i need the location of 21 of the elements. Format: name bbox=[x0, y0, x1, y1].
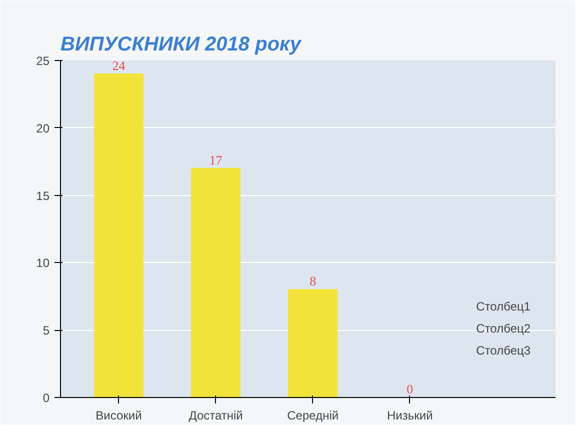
x-tick-label: Високий bbox=[96, 408, 142, 422]
data-label: 8 bbox=[310, 274, 316, 289]
y-tick-label: 10 bbox=[36, 256, 50, 270]
data-label: 17 bbox=[209, 152, 223, 168]
y-tick-label: 5 bbox=[42, 324, 50, 338]
y-tick-label: 15 bbox=[36, 188, 50, 203]
bar bbox=[191, 168, 241, 398]
x-tick-label: Середній bbox=[287, 408, 339, 422]
chart-title: ВИПУСКНИКИ 2018 року bbox=[60, 34, 302, 56]
data-label: 0 bbox=[406, 382, 414, 396]
y-tick-label: 0 bbox=[42, 391, 50, 405]
y-tick-label: 25 bbox=[36, 54, 50, 68]
x-tick-label: Достатній bbox=[188, 408, 243, 422]
x-tick-label: Низький bbox=[387, 408, 433, 422]
text: Столбец1 bbox=[476, 300, 531, 314]
y-tick-label: 20 bbox=[36, 121, 50, 136]
text: Столбец3 bbox=[476, 344, 531, 358]
data-label: 24 bbox=[112, 58, 126, 73]
text: Столбец2 bbox=[476, 322, 531, 336]
bar bbox=[94, 73, 144, 398]
bar bbox=[288, 289, 338, 398]
